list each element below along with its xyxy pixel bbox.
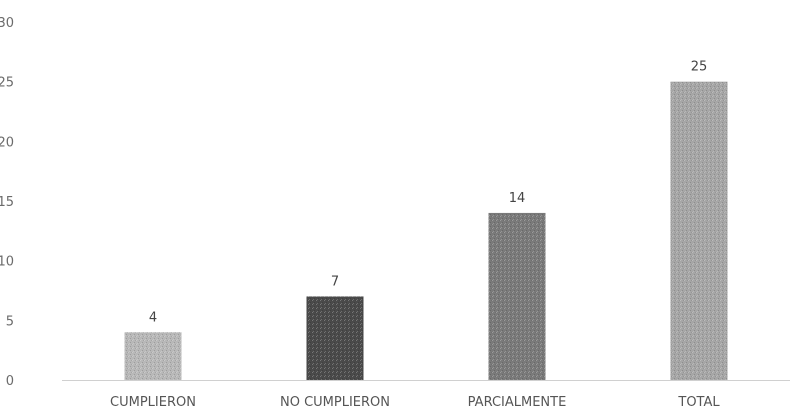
- y-tick-label: 25: [0, 76, 14, 91]
- y-tick-label: 0: [6, 374, 14, 389]
- y-tick-label: 5: [6, 314, 14, 329]
- data-labels: 4 7 14 25: [149, 60, 707, 326]
- y-axis: 0 5 10 15 20 25 30: [0, 16, 14, 389]
- y-tick-label: 20: [0, 135, 14, 150]
- x-category-label: NO CUMPLIERON: [280, 395, 390, 410]
- y-tick-label: 15: [0, 195, 14, 210]
- x-category-label: TOTAL: [677, 395, 720, 410]
- data-label: 25: [691, 60, 708, 75]
- x-axis: CUMPLIERON NO CUMPLIERON PARCIALMENTE TOTAL: [110, 395, 720, 410]
- data-label: 4: [149, 310, 157, 325]
- x-category-label: PARCIALMENTE: [468, 395, 567, 410]
- y-tick-label: 10: [0, 255, 14, 270]
- y-tick-label: 30: [0, 16, 14, 31]
- bar-texture: [124, 332, 182, 380]
- data-label: 7: [331, 274, 339, 289]
- bar-texture: [670, 81, 728, 381]
- bar-texture: [488, 212, 546, 380]
- data-label: 14: [509, 191, 526, 206]
- bars: [124, 81, 728, 381]
- bar-texture: [306, 296, 364, 380]
- x-category-label: CUMPLIERON: [110, 395, 196, 410]
